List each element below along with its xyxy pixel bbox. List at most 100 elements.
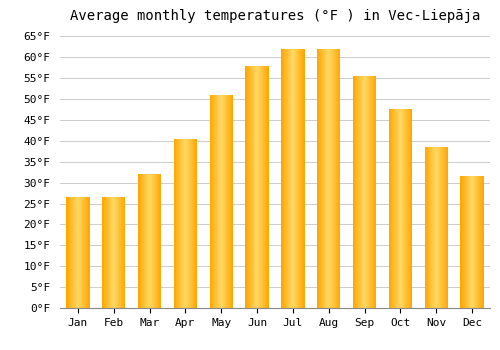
Bar bbox=[87, 197, 88, 308]
Bar bbox=[479, 176, 480, 308]
Bar bbox=[72, 197, 74, 308]
Bar bbox=[406, 110, 407, 308]
Bar bbox=[75, 197, 76, 308]
Bar bbox=[110, 197, 111, 308]
Bar bbox=[184, 139, 185, 308]
Bar bbox=[288, 49, 289, 308]
Bar bbox=[78, 197, 79, 308]
Bar bbox=[152, 174, 153, 308]
Bar bbox=[71, 197, 72, 308]
Bar bbox=[354, 76, 356, 308]
Bar bbox=[220, 95, 221, 308]
Bar bbox=[253, 65, 254, 308]
Title: Average monthly temperatures (°F ) in Vec-Liepāja: Average monthly temperatures (°F ) in Ve… bbox=[70, 9, 480, 23]
Bar bbox=[363, 76, 364, 308]
Bar bbox=[324, 49, 326, 308]
Bar bbox=[433, 147, 434, 308]
Bar bbox=[302, 49, 303, 308]
Bar bbox=[471, 176, 472, 308]
Bar bbox=[119, 197, 120, 308]
Bar bbox=[284, 49, 285, 308]
Bar bbox=[430, 147, 431, 308]
Bar bbox=[287, 49, 288, 308]
Bar bbox=[389, 110, 390, 308]
Bar bbox=[211, 95, 212, 308]
Bar bbox=[88, 197, 89, 308]
Bar bbox=[265, 65, 266, 308]
Bar bbox=[319, 49, 320, 308]
Bar bbox=[192, 139, 193, 308]
Bar bbox=[353, 76, 354, 308]
Bar bbox=[374, 76, 375, 308]
Bar bbox=[189, 139, 190, 308]
Bar bbox=[218, 95, 219, 308]
Bar bbox=[396, 110, 397, 308]
Bar bbox=[148, 174, 149, 308]
Bar bbox=[292, 49, 293, 308]
Bar bbox=[264, 65, 265, 308]
Bar bbox=[437, 147, 438, 308]
Bar bbox=[144, 174, 145, 308]
Bar bbox=[255, 65, 256, 308]
Bar bbox=[446, 147, 448, 308]
Bar bbox=[259, 65, 260, 308]
Bar bbox=[303, 49, 304, 308]
Bar bbox=[123, 197, 124, 308]
Bar bbox=[285, 49, 286, 308]
Bar bbox=[257, 65, 258, 308]
Bar bbox=[256, 65, 257, 308]
Bar bbox=[183, 139, 184, 308]
Bar bbox=[156, 174, 157, 308]
Bar bbox=[339, 49, 340, 308]
Bar bbox=[160, 174, 161, 308]
Bar bbox=[117, 197, 118, 308]
Bar bbox=[250, 65, 252, 308]
Bar bbox=[219, 95, 220, 308]
Bar bbox=[410, 110, 411, 308]
Bar bbox=[464, 176, 465, 308]
Bar bbox=[461, 176, 462, 308]
Bar bbox=[226, 95, 227, 308]
Bar bbox=[187, 139, 188, 308]
Bar bbox=[260, 65, 261, 308]
Bar bbox=[146, 174, 148, 308]
Bar bbox=[398, 110, 400, 308]
Bar bbox=[154, 174, 155, 308]
Bar bbox=[282, 49, 283, 308]
Bar bbox=[213, 95, 214, 308]
Bar bbox=[185, 139, 186, 308]
Bar bbox=[291, 49, 292, 308]
Bar bbox=[84, 197, 85, 308]
Bar bbox=[106, 197, 107, 308]
Bar bbox=[66, 197, 67, 308]
Bar bbox=[149, 174, 150, 308]
Bar bbox=[372, 76, 374, 308]
Bar bbox=[105, 197, 106, 308]
Bar bbox=[294, 49, 295, 308]
Bar bbox=[120, 197, 122, 308]
Bar bbox=[68, 197, 69, 308]
Bar bbox=[76, 197, 77, 308]
Bar bbox=[215, 95, 216, 308]
Bar bbox=[214, 95, 215, 308]
Bar bbox=[191, 139, 192, 308]
Bar bbox=[468, 176, 469, 308]
Bar bbox=[333, 49, 334, 308]
Bar bbox=[86, 197, 87, 308]
Bar bbox=[360, 76, 361, 308]
Bar bbox=[69, 197, 70, 308]
Bar bbox=[158, 174, 159, 308]
Bar bbox=[476, 176, 478, 308]
Bar bbox=[375, 76, 376, 308]
Bar bbox=[359, 76, 360, 308]
Bar bbox=[445, 147, 446, 308]
Bar bbox=[159, 174, 160, 308]
Bar bbox=[70, 197, 71, 308]
Bar bbox=[393, 110, 394, 308]
Bar bbox=[139, 174, 140, 308]
Bar bbox=[390, 110, 391, 308]
Bar bbox=[431, 147, 432, 308]
Bar bbox=[295, 49, 296, 308]
Bar bbox=[474, 176, 475, 308]
Bar bbox=[481, 176, 482, 308]
